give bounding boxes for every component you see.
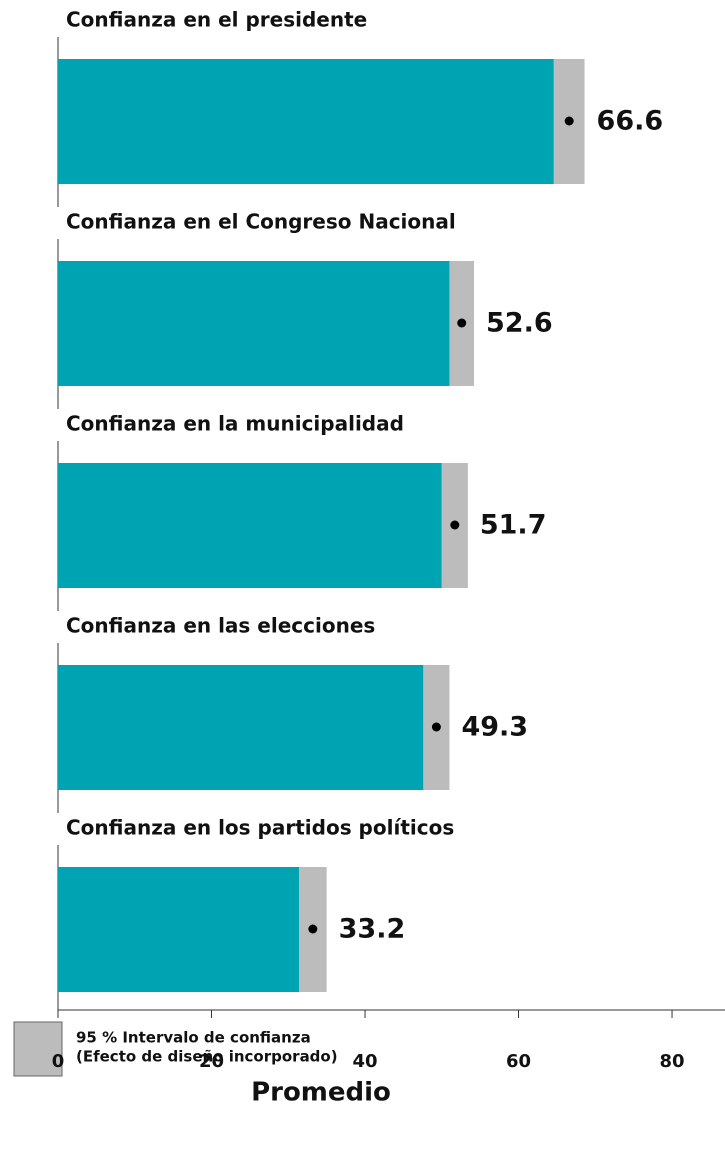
value-label: 49.3: [461, 712, 528, 743]
category-label: Confianza en los partidos políticos: [66, 816, 454, 840]
bar: [58, 867, 300, 992]
mean-dot: [564, 116, 574, 126]
value-label: 51.7: [480, 510, 547, 541]
x-tick-label: 80: [660, 1051, 685, 1072]
category-label: Confianza en el presidente: [66, 8, 367, 32]
category-label: Confianza en la municipalidad: [66, 412, 404, 436]
category-label: Confianza en las elecciones: [66, 614, 375, 638]
value-label: 33.2: [339, 914, 406, 945]
value-label: 52.6: [486, 308, 553, 339]
legend-swatch: [13, 1021, 63, 1077]
value-label: 66.6: [597, 106, 664, 137]
bar: [58, 463, 442, 588]
x-tick-label: 20: [199, 1051, 224, 1072]
bar: [58, 665, 424, 790]
x-tick-label: 0: [52, 1051, 65, 1072]
legend-label: (Efecto de diseño incorporado): [76, 1048, 338, 1066]
bar: [58, 261, 450, 386]
x-axis-label: Promedio: [251, 1078, 391, 1108]
x-tick-label: 60: [506, 1051, 531, 1072]
mean-dot: [308, 924, 318, 934]
x-tick-label: 40: [352, 1051, 377, 1072]
legend-label: 95 % Intervalo de confianza: [76, 1029, 311, 1047]
category-label: Confianza en el Congreso Nacional: [66, 210, 456, 234]
mean-dot: [450, 520, 460, 530]
mean-dot: [431, 722, 441, 732]
bar: [58, 59, 554, 184]
mean-dot: [457, 318, 467, 328]
